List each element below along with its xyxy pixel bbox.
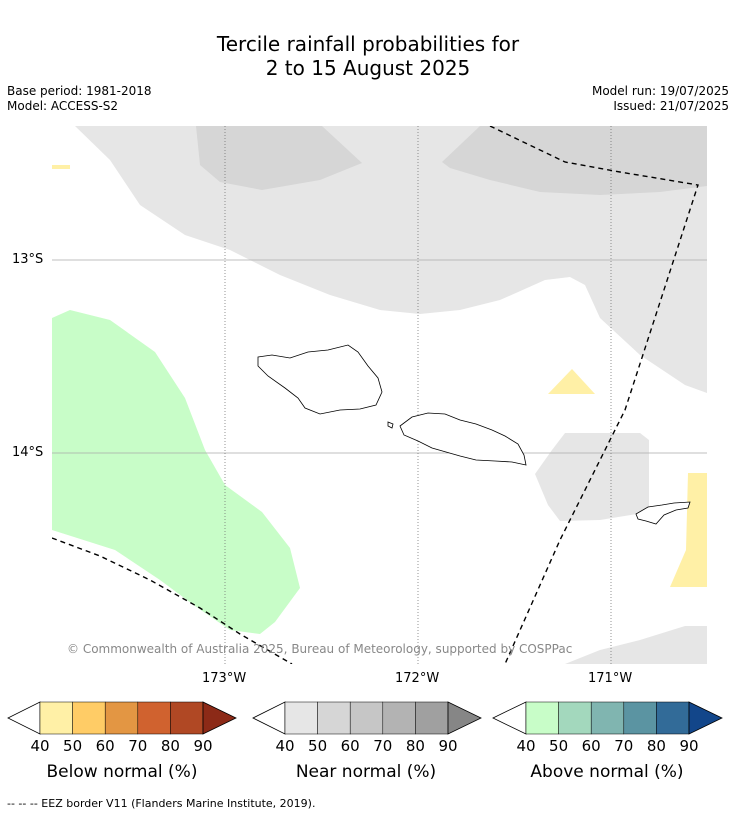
colorbar-tick-label: 60	[340, 737, 360, 755]
below-normal-40-region-corner	[52, 165, 70, 169]
colorbar-segment	[382, 701, 416, 735]
map-title-line2: 2 to 15 August 2025	[265, 56, 471, 80]
lat-label-13s: 13°S	[12, 252, 44, 267]
colorbar-above	[492, 701, 723, 735]
above-normal-40-region	[52, 310, 300, 634]
colorbar-segment	[656, 701, 690, 735]
below-normal-40-region-east	[670, 473, 707, 587]
near-normal-50-region-west	[196, 126, 362, 190]
colorbar-tick-label: 80	[405, 737, 425, 755]
colorbar-segment	[415, 701, 449, 735]
colorbar-above-label: Above normal (%)	[530, 762, 684, 782]
colorbar-segment	[39, 701, 73, 735]
colorbar-min-triangle	[492, 701, 527, 735]
model-name: Model: ACCESS-S2	[7, 99, 119, 113]
map-title-line1: Tercile rainfall probabilities for	[216, 32, 520, 56]
colorbar-segment	[104, 701, 139, 735]
manono-island	[387, 421, 394, 429]
issued-date: Issued: 21/07/2025	[613, 99, 729, 113]
tutuila-island	[635, 501, 691, 525]
colorbar-segment	[284, 701, 318, 735]
colorbar-tick-label: 60	[581, 737, 601, 755]
colorbar-tick-label: 40	[275, 737, 295, 755]
colorbar-tick-label: 50	[308, 737, 328, 755]
colorbar-near-label: Near normal (%)	[295, 762, 437, 782]
model-run: Model run: 19/07/2025	[591, 84, 729, 98]
colorbar-near	[252, 701, 482, 735]
colorbar-segment	[349, 701, 384, 735]
colorbar-segment	[590, 701, 625, 735]
copyright-notice: © Commonwealth of Australia 2025, Bureau…	[67, 642, 572, 656]
near-normal-40-region-north	[52, 126, 707, 393]
colorbar-tick-label: 60	[95, 737, 115, 755]
colorbar-below	[7, 701, 237, 735]
colorbar-tick-label: 50	[63, 737, 83, 755]
eez-legend-note: -- -- -- EEZ border V11 (Flanders Marine…	[7, 797, 316, 810]
colorbar-segment	[558, 701, 592, 735]
near-normal-40-region-east	[535, 433, 649, 521]
colorbar-tick-label: 50	[549, 737, 569, 755]
colorbar-max-triangle	[447, 701, 482, 735]
near-normal-50-region-east	[442, 126, 707, 195]
meta-right: Model run: 19/07/2025 Issued: 21/07/2025	[592, 84, 729, 114]
colorbar-max-triangle	[688, 701, 723, 735]
colorbar-tick-label: 70	[614, 737, 634, 755]
colorbar-tick-label: 70	[128, 737, 148, 755]
colorbar-tick-label: 70	[373, 737, 393, 755]
colorbar-tick-label: 80	[160, 737, 180, 755]
colorbar-min-triangle	[252, 701, 286, 735]
lon-label-172w: 172°W	[395, 671, 440, 686]
near-normal-40-region-south	[565, 626, 707, 664]
colorbar-segment	[317, 701, 351, 735]
upolu-island	[399, 412, 527, 466]
map-area: © Commonwealth of Australia 2025, Bureau…	[52, 126, 707, 664]
colorbar-segment	[623, 701, 657, 735]
lon-label-171w: 171°W	[588, 671, 633, 686]
lat-label-14s: 14°S	[12, 445, 44, 460]
colorbar-tick-label: 90	[438, 737, 458, 755]
colorbar-below-label: Below normal (%)	[46, 762, 198, 782]
eez-border-south	[52, 537, 293, 664]
eez-border-east	[489, 126, 699, 664]
colorbar-tick-label: 90	[679, 737, 699, 755]
colorbar-tick-label: 40	[516, 737, 536, 755]
colorbar-tick-label: 90	[193, 737, 213, 755]
colorbar-tick-label: 80	[646, 737, 666, 755]
colorbar-max-triangle	[202, 701, 237, 735]
colorbar-segment	[525, 701, 559, 735]
lon-label-173w: 173°W	[202, 671, 247, 686]
colorbar-segment	[137, 701, 171, 735]
meta-left: Base period: 1981-2018 Model: ACCESS-S2	[7, 84, 152, 114]
colorbar-tick-label: 40	[30, 737, 50, 755]
colorbar-min-triangle	[7, 701, 41, 735]
colorbar-segment	[170, 701, 204, 735]
below-normal-40-region-triangle	[548, 369, 595, 394]
base-period: Base period: 1981-2018	[7, 84, 152, 98]
savaii-island	[257, 344, 383, 415]
colorbar-segment	[72, 701, 106, 735]
